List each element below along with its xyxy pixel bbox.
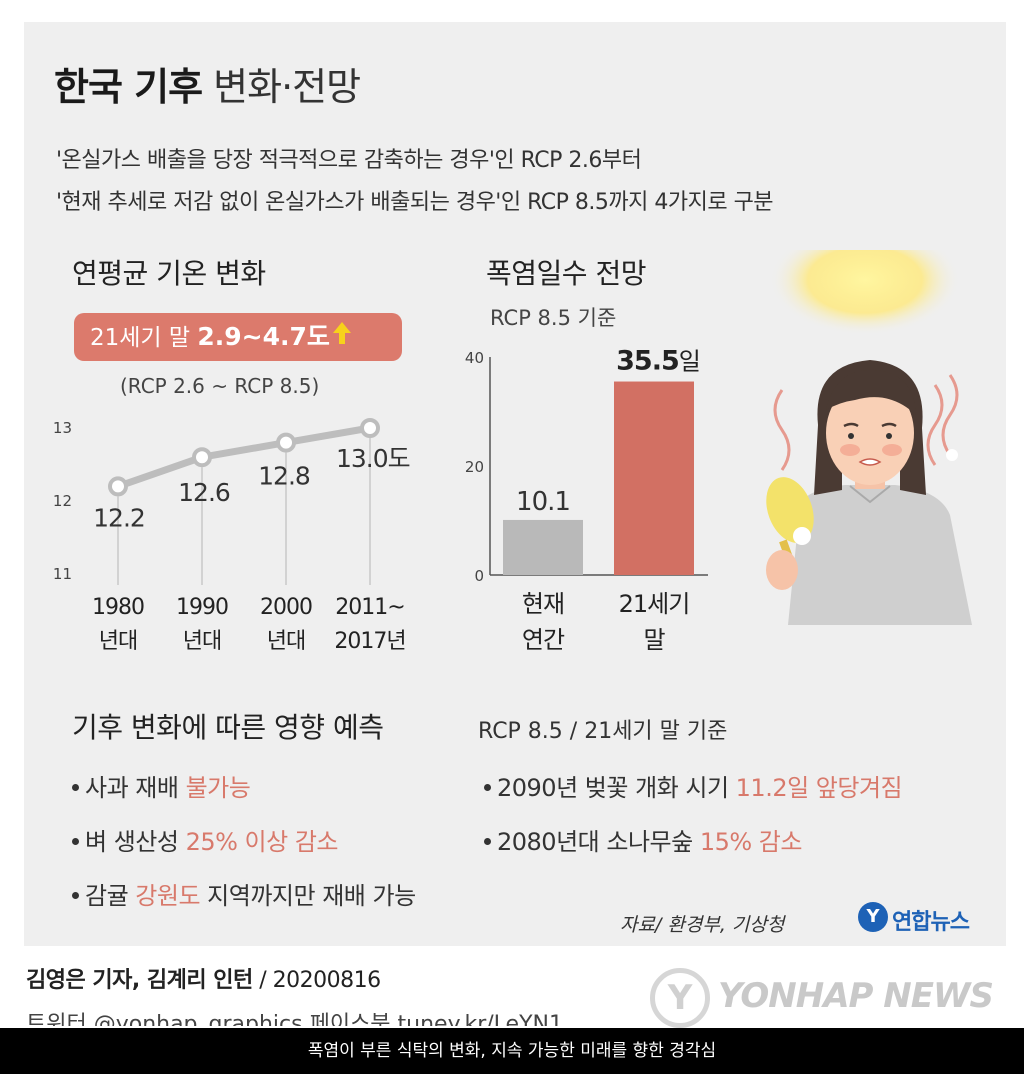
x-tick-label-line2: 년대: [99, 629, 137, 654]
y-tick-label: 0: [474, 567, 484, 585]
data-label: 35.5일: [616, 346, 700, 377]
bar: [614, 381, 694, 575]
impact-item-highlight: 15% 감소: [699, 828, 803, 856]
x-tick-label: 2011~: [335, 595, 404, 620]
impact-item-text: 2080년대 소나무숲: [497, 828, 700, 856]
up-arrow-icon: [332, 315, 352, 363]
bullet-icon: [72, 783, 79, 791]
impact-item: 사과 재배 불가능: [72, 768, 251, 803]
data-label: 10.1: [516, 487, 570, 517]
x-tick-label-line2: 연간: [522, 626, 565, 654]
temperature-series-line: [116, 424, 371, 490]
impact-basis: RCP 8.5 / 21세기 말 기준: [478, 719, 728, 744]
bullet-icon: [72, 891, 79, 899]
y-tick-label: 20: [465, 458, 484, 476]
data-label: 13.0도: [336, 444, 410, 473]
y-tick-label: 13: [53, 419, 72, 437]
watermark-logo-icon: Y: [650, 968, 710, 1028]
x-tick-label: 1990: [176, 595, 228, 620]
data-point: [360, 418, 380, 438]
x-tick-label: 2000: [260, 595, 312, 620]
impact-item-text: 2090년 벚꽃 개화 시기: [497, 774, 736, 802]
data-point: [276, 432, 296, 453]
subtitle-line-2: '현재 추세로 저감 없이 온실가스가 배출되는 경우'인 RCP 8.5까지 …: [56, 190, 774, 215]
y-tick-label: 12: [53, 492, 72, 510]
overheated-person-illustration: [766, 250, 972, 625]
temp-heading: 연평균 기온 변화: [72, 257, 266, 290]
impact-item: 2080년대 소나무숲 15% 감소: [484, 822, 802, 857]
title-rest: 변화·전망: [213, 65, 361, 109]
infographic-card: [24, 22, 1006, 946]
impact-item-text: 벼 생산성: [85, 828, 186, 856]
data-label: 12.6: [178, 478, 230, 507]
yonhap-logo-icon: Y: [858, 902, 888, 932]
impact-item-highlight: 강원도: [135, 882, 201, 910]
callout-prefix: 21세기 말: [90, 325, 198, 351]
data-label: 12.2: [93, 503, 145, 532]
subtitle-line-1: '온실가스 배출을 당장 적극적으로 감축하는 경우'인 RCP 2.6부터: [56, 148, 642, 173]
byline-authors: 김영은 기자, 김계리 인턴: [26, 968, 253, 993]
impact-item-text-after: 지역까지만 재배 가능: [200, 882, 416, 910]
watermark-text: YONHAP NEWS: [718, 976, 994, 1016]
social-line: 트위터 @yonhap_graphics 페이스북 tuney.kr/LeYN1: [26, 1012, 563, 1026]
bullet-icon: [484, 837, 491, 845]
impact-heading: 기후 변화에 따른 영향 예측: [72, 711, 384, 744]
byline-date: / 20200816: [259, 968, 381, 993]
impact-item-highlight: 25% 이상 감소: [185, 828, 339, 856]
impact-item: 벼 생산성 25% 이상 감소: [72, 822, 339, 857]
callout-note: (RCP 2.6 ~ RCP 8.5): [120, 374, 320, 398]
x-tick-label: 21세기: [619, 590, 690, 618]
x-tick-label-line2: 2017년: [334, 629, 405, 654]
impact-item-text: 감귤: [85, 882, 136, 910]
yonhap-logo: 연합뉴스: [892, 910, 970, 935]
impact-item-highlight: 11.2일 앞당겨짐: [735, 774, 903, 802]
data-label: 12.8: [258, 462, 310, 491]
x-tick-label: 1980: [92, 595, 144, 620]
impact-item: 2090년 벚꽃 개화 시기 11.2일 앞당겨짐: [484, 768, 903, 803]
temp-callout: 21세기 말 2.9~4.7도: [74, 313, 402, 361]
impact-item-highlight: 불가능: [185, 774, 251, 802]
x-tick-label-line2: 년대: [267, 629, 305, 654]
x-tick-label-line2: 말: [643, 626, 665, 654]
data-point: [192, 447, 212, 468]
data-point: [108, 476, 128, 497]
caption-bar: 폭염이 부른 식탁의 변화, 지속 가능한 미래를 향한 경각심: [0, 1028, 1024, 1074]
impact-item: 감귤 강원도 지역까지만 재배 가능: [72, 876, 416, 911]
bar: [503, 519, 583, 575]
bullet-icon: [72, 837, 79, 845]
heat-basis: RCP 8.5 기준: [490, 306, 617, 330]
data-label-unit: 일: [679, 348, 700, 376]
title-bold: 한국 기후: [54, 65, 203, 109]
callout-range: 2.9~4.7도: [197, 322, 330, 351]
bullet-icon: [484, 783, 491, 791]
source-note: 자료/ 환경부, 기상청: [620, 914, 785, 936]
heat-heading: 폭염일수 전망: [486, 257, 646, 290]
x-tick-label-line2: 년대: [183, 629, 221, 654]
x-tick-label: 현재: [522, 590, 564, 618]
page-title: 한국 기후 변화·전망: [54, 56, 361, 111]
y-tick-label: 11: [53, 565, 72, 583]
y-tick-label: 40: [465, 349, 484, 367]
byline: 김영은 기자, 김계리 인턴 / 20200816: [26, 962, 381, 994]
impact-item-text: 사과 재배: [85, 774, 186, 802]
